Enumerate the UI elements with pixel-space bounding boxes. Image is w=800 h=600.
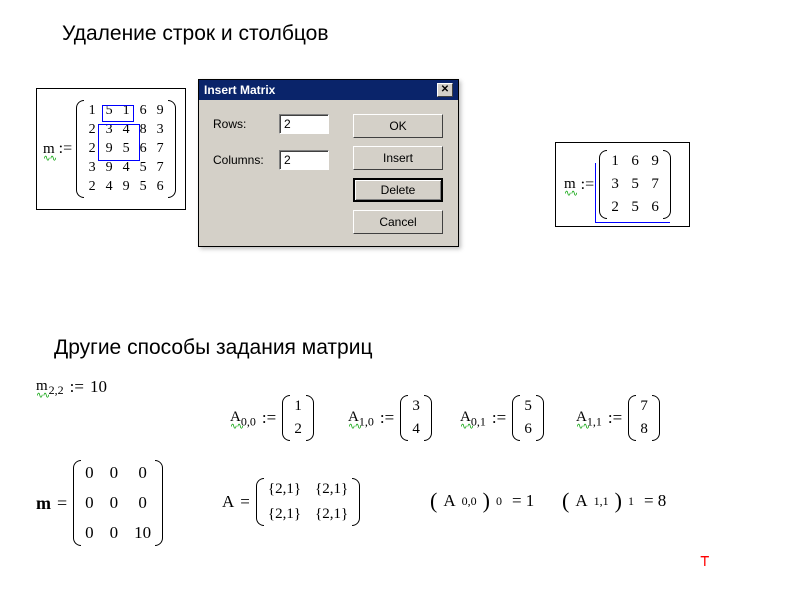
matrix-cell: 4: [105, 179, 113, 195]
matrix-cell: 5: [139, 179, 147, 195]
matrix-cell: 0: [134, 463, 151, 483]
matrix-cell: 0: [85, 463, 94, 483]
matrix-cell: 6: [139, 141, 147, 157]
var-m-left: m ∿∿: [43, 141, 55, 158]
a-result: A = {2,1}{2,1}{2,1}{2,1}: [222, 478, 360, 526]
wave-underline-icon: ∿∿: [564, 191, 576, 195]
matrix-cell: 8: [139, 122, 147, 138]
rows-input[interactable]: [279, 114, 329, 134]
matrix-cell: 7: [156, 141, 164, 157]
columns-input[interactable]: [279, 150, 329, 170]
matrix-cell: 9: [156, 103, 164, 119]
wave-underline-icon: ∿∿: [460, 424, 471, 428]
cursor-mark-icon: ⊥: [700, 552, 710, 571]
matrix-cell: 9: [122, 179, 130, 195]
scalar-assign: m∿∿2,2 := 10: [36, 375, 107, 398]
matrix-cell: 3: [156, 122, 164, 138]
delete-button[interactable]: Delete: [353, 178, 443, 202]
matrix-cell: 9: [105, 141, 113, 157]
matrix-5x5: 1516923483295673945724956: [76, 100, 176, 198]
matrix-box-left: m ∿∿ := 1516923483295673945724956: [36, 88, 186, 210]
insert-matrix-dialog: Insert Matrix ✕ Rows: Columns: OK Insert…: [198, 79, 459, 247]
cancel-button[interactable]: Cancel: [353, 210, 443, 234]
matrix-cell: 0: [85, 523, 94, 543]
matrix-cell: 6: [156, 179, 164, 195]
a-assign: A∿∿1,0:=34: [348, 395, 432, 441]
index-expr: (A1,1)1= 8: [562, 488, 666, 514]
matrix-cell: 2: [88, 179, 96, 195]
a-assign: A∿∿1,1:=78: [576, 395, 660, 441]
matrix-cell: 5: [105, 103, 113, 119]
wave-underline-icon: ∿∿: [36, 393, 48, 397]
matrix-cell: 7: [156, 160, 164, 176]
close-icon[interactable]: ✕: [437, 83, 453, 97]
matrix-cell: 0: [134, 493, 151, 513]
ok-button[interactable]: OK: [353, 114, 443, 138]
matrix-cell: {2,1}: [268, 481, 301, 498]
wave-underline-icon: ∿∿: [576, 424, 587, 428]
matrix-cell: 0: [110, 493, 119, 513]
matrix-cell: {2,1}: [315, 481, 348, 498]
heading-mid: Другие способы задания матриц: [54, 336, 372, 360]
matrix-box-right: m ∿∿ := 169357256: [555, 142, 690, 227]
matrix-cell: 4: [122, 160, 130, 176]
wave-underline-icon: ∿∿: [43, 156, 55, 160]
matrix-cell: 2: [88, 122, 96, 138]
matrix-cell: {2,1}: [315, 506, 348, 523]
wave-underline-icon: ∿∿: [348, 424, 359, 428]
matrix-cell: 1: [88, 103, 96, 119]
m-result: m = 0000000010: [36, 460, 163, 546]
assign-op: :=: [581, 176, 594, 194]
dialog-title: Insert Matrix: [204, 83, 275, 97]
heading-top: Удаление строк и столбцов: [62, 22, 328, 46]
matrix-cell: 4: [122, 122, 130, 138]
matrix-3x3-result: 169357256: [599, 150, 671, 219]
index-expr: (A0,0)0= 1: [430, 488, 534, 514]
matrix-cell: {2,1}: [268, 506, 301, 523]
matrix-cell: 3: [105, 122, 113, 138]
matrix-cell: 6: [139, 103, 147, 119]
matrix-cell: 3: [88, 160, 96, 176]
matrix-cell: 10: [134, 523, 151, 543]
matrix-cell: 0: [110, 463, 119, 483]
matrix-cell: 0: [110, 523, 119, 543]
wave-underline-icon: ∿∿: [230, 424, 241, 428]
a-assign: A∿∿0,0:=12: [230, 395, 314, 441]
var-m-right: m ∿∿: [564, 176, 576, 193]
rows-label: Rows:: [213, 117, 269, 131]
edit-bracket: [595, 163, 670, 223]
matrix-cell: 5: [122, 141, 130, 157]
columns-label: Columns:: [213, 153, 269, 167]
matrix-cell: 9: [105, 160, 113, 176]
insert-button[interactable]: Insert: [353, 146, 443, 170]
matrix-cell: 0: [85, 493, 94, 513]
assign-op: :=: [59, 140, 72, 158]
matrix-cell: 1: [122, 103, 130, 119]
matrix-cell: 5: [139, 160, 147, 176]
a-assign: A∿∿0,1:=56: [460, 395, 544, 441]
matrix-cell: 2: [88, 141, 96, 157]
dialog-titlebar[interactable]: Insert Matrix ✕: [199, 80, 458, 100]
